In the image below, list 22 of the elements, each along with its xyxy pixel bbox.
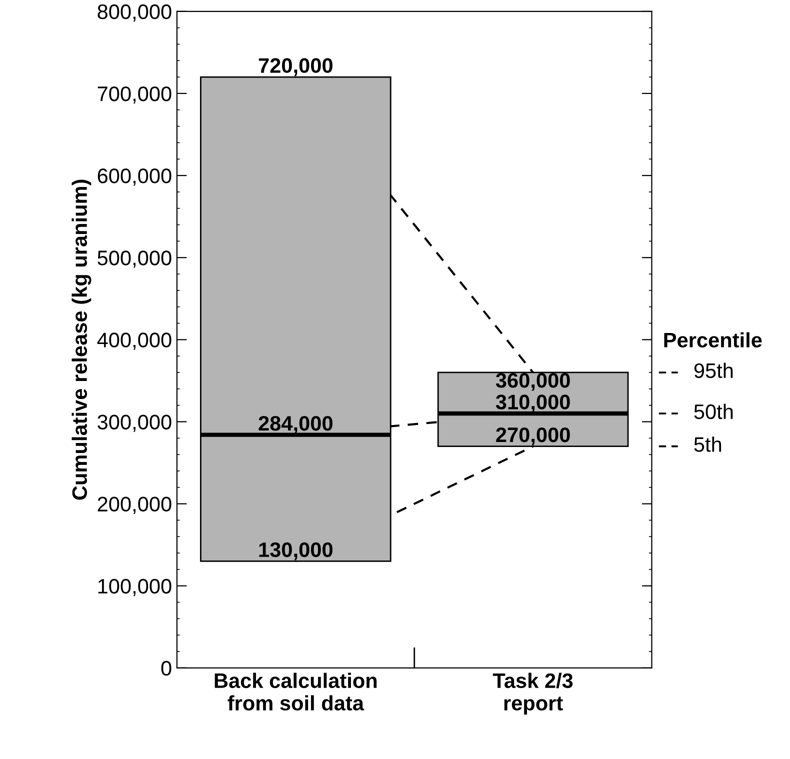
- x-tick-label: Task 2/3 report: [492, 672, 573, 715]
- y-tick-label: 300,000: [98, 414, 172, 432]
- y-tick-label: 200,000: [98, 496, 172, 514]
- y-tick-label: 0: [161, 660, 172, 676]
- annotation: 360,000: [496, 373, 570, 391]
- y-tick-label: 700,000: [98, 86, 172, 104]
- annotation: 130,000: [259, 542, 332, 560]
- text: 50th: [694, 404, 733, 420]
- y-tick-label: 800,000: [98, 4, 172, 22]
- annotation: 270,000: [496, 427, 570, 446]
- y-tick-label: 100,000: [98, 578, 172, 596]
- y-tick-label: 400,000: [97, 332, 172, 350]
- y-tick-label: 500,000: [98, 250, 172, 268]
- text: 95th: [694, 362, 733, 378]
- x-tick-label: Back calculation from soil data: [214, 672, 377, 711]
- y-tick-label: 600,000: [98, 168, 172, 186]
- annotation: 310,000: [496, 394, 570, 412]
- annotation: 284,000: [258, 416, 332, 434]
- text: Percentile: [664, 332, 762, 348]
- text: 5th: [694, 436, 722, 452]
- y-axis-title: Cumulative release (kg uranium): [72, 180, 92, 500]
- annotation: 720,000: [258, 58, 332, 76]
